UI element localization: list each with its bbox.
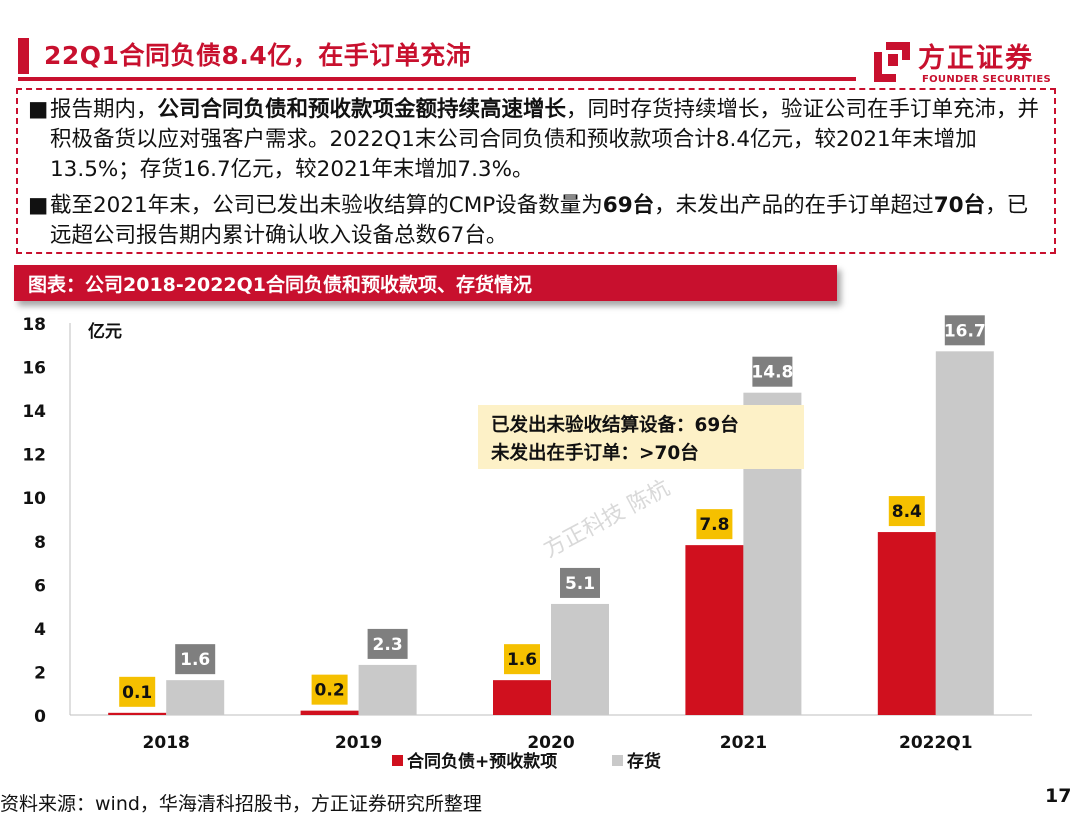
data-label-box — [311, 674, 348, 705]
p2-post: ，已远超公司报告期内累计确认收入设备总数67台。 — [50, 193, 1029, 248]
legend-label: 存货 — [627, 751, 661, 772]
data-label-box — [504, 644, 540, 675]
data-label-box — [752, 356, 793, 387]
annotation-line-2: 未发出在手订单：>70台 — [490, 442, 699, 464]
p1-bold: 公司合同负债和预收款项金额持续高速增长 — [157, 97, 567, 122]
legend-label: 合同负债+预收款项 — [407, 751, 557, 772]
summary-paragraph-1: ■报告期内，公司合同负债和预收款项金额持续高速增长，同时存货持续增长，验证公司在… — [28, 95, 1044, 185]
data-label-box — [119, 676, 156, 707]
summary-paragraph-2: ■截至2021年末，公司已发出未验收结算的CMP设备数量为69台，未发出产品的在… — [28, 191, 1044, 251]
bar-contract-liabilities — [108, 712, 167, 715]
founder-logo: 方正证券 FOUNDER SECURITIES — [868, 38, 1068, 88]
x-tick-label: 2021 — [720, 733, 767, 753]
bar-inventory — [166, 680, 225, 715]
p2-pre: 截至2021年末，公司已发出未验收结算的CMP设备数量为 — [50, 193, 603, 218]
p2-bold-1: 69台 — [602, 193, 655, 218]
bar-inventory — [551, 603, 609, 715]
data-label: 16.7 — [944, 321, 986, 341]
data-label-box — [944, 315, 985, 346]
chart-title: 图表：公司2018-2022Q1合同负债和预收款项、存货情况 — [28, 274, 533, 296]
p1-post: ，同时存货持续增长，验证公司在手订单充沛，并积极备货以应对强客户需求。2022Q… — [50, 97, 1040, 182]
annotation-line-1: 已发出未验收结算设备：69台 — [491, 414, 739, 436]
bar-contract-liabilities — [877, 532, 936, 715]
data-label-box — [175, 644, 216, 675]
p2-bold-2: 70台 — [933, 193, 986, 218]
data-label: 8.4 — [892, 502, 922, 522]
founder-logo-icon — [874, 42, 910, 82]
y-axis-unit-label: 亿元 — [88, 321, 122, 342]
title-accent-bar — [18, 38, 29, 74]
watermark-text: 方正科技 陈杭 — [540, 476, 674, 563]
y-tick-label: 4 — [34, 620, 46, 640]
logo-text: 方正证券 — [918, 43, 1034, 74]
bar-contract-liabilities — [300, 710, 359, 715]
legend-swatch-contract — [392, 755, 403, 766]
annotation-box — [478, 405, 804, 469]
summary-box: ■报告期内，公司合同负债和预收款项金额持续高速增长，同时存货持续增长，验证公司在… — [16, 88, 1056, 254]
y-tick-label: 10 — [22, 489, 46, 509]
bullet-square-icon: ■ — [28, 97, 49, 122]
data-label-box — [560, 567, 600, 598]
data-label: 0.2 — [315, 681, 345, 701]
x-tick-label: 2019 — [335, 733, 382, 753]
y-tick-label: 18 — [22, 315, 46, 335]
legend-swatch-inventory — [612, 755, 623, 766]
y-tick-label: 6 — [34, 576, 46, 596]
data-label: 7.8 — [699, 515, 729, 535]
p1-pre: 报告期内， — [50, 97, 158, 122]
data-label: 14.8 — [751, 363, 793, 383]
y-tick-label: 0 — [34, 707, 46, 727]
x-tick-label: 2018 — [143, 733, 190, 753]
data-label: 5.1 — [565, 574, 595, 594]
x-tick-label: 2022Q1 — [899, 733, 973, 753]
x-tick-label: 2020 — [527, 733, 574, 753]
bullet-square-icon: ■ — [28, 193, 49, 218]
data-label-box — [367, 628, 408, 659]
p2-mid: ，未发出产品的在手订单超过 — [654, 193, 934, 218]
y-tick-label: 14 — [22, 402, 46, 422]
source-note: 资料来源：wind，华海清科招股书，方正证券研究所整理 — [0, 793, 482, 815]
page-title: 22Q1合同负债8.4亿，在手订单充沛 — [44, 41, 472, 70]
data-label-box — [888, 496, 925, 527]
data-label: 1.6 — [507, 650, 537, 670]
title-underline — [18, 77, 856, 81]
bar-contract-liabilities — [493, 680, 551, 715]
y-tick-label: 8 — [34, 533, 46, 553]
logo-subtext: FOUNDER SECURITIES — [922, 74, 1052, 85]
y-tick-label: 16 — [22, 359, 46, 379]
y-tick-label: 2 — [34, 663, 46, 683]
data-label: 0.1 — [122, 683, 152, 703]
data-label: 2.3 — [373, 635, 403, 655]
data-label-box — [696, 509, 733, 540]
bar-inventory — [358, 664, 417, 715]
page-number: 17 — [1045, 785, 1072, 807]
bar-inventory — [935, 351, 994, 715]
data-label: 1.6 — [180, 650, 210, 670]
chart-header: 图表：公司2018-2022Q1合同负债和预收款项、存货情况 — [14, 265, 837, 301]
bar-contract-liabilities — [685, 545, 744, 715]
y-tick-label: 12 — [22, 446, 46, 466]
